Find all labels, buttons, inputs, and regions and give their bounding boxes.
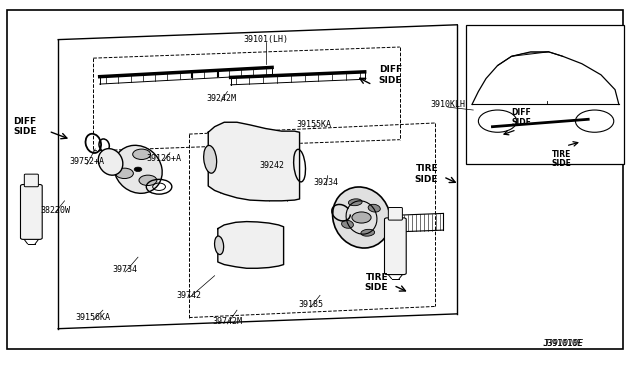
Text: DIFF
SIDE: DIFF SIDE [13,117,36,137]
Ellipse shape [204,145,217,173]
Text: DIFF
SIDE: DIFF SIDE [511,108,531,127]
Text: TIRE
SIDE: TIRE SIDE [415,164,438,184]
Ellipse shape [114,145,162,193]
Text: 38220W: 38220W [40,206,70,215]
Circle shape [352,212,371,223]
Text: 3910KLH: 3910KLH [430,100,465,109]
FancyBboxPatch shape [388,208,403,220]
Text: TIRE
SIDE: TIRE SIDE [552,150,572,169]
Text: 39734: 39734 [113,265,138,274]
Text: 39234: 39234 [314,178,339,187]
Circle shape [132,149,150,160]
Ellipse shape [98,149,123,175]
Ellipse shape [361,229,374,236]
Text: 39126+A: 39126+A [146,154,181,163]
FancyBboxPatch shape [20,185,42,239]
Ellipse shape [214,236,223,254]
Text: J391010E: J391010E [543,339,582,348]
Text: 39742M: 39742M [212,317,243,326]
Text: DIFF
SIDE: DIFF SIDE [379,65,403,84]
Text: 39742: 39742 [177,291,202,300]
Ellipse shape [342,220,353,228]
Text: 39156KA: 39156KA [76,313,111,322]
Polygon shape [218,222,284,268]
FancyBboxPatch shape [385,218,406,275]
Ellipse shape [348,199,362,206]
Circle shape [134,167,142,171]
FancyBboxPatch shape [466,25,624,164]
Text: 39242: 39242 [260,161,285,170]
Circle shape [139,175,157,186]
Circle shape [115,168,133,179]
Text: 39101(LH): 39101(LH) [243,35,288,44]
Ellipse shape [368,204,380,212]
Text: 39242M: 39242M [206,94,236,103]
Text: 39185: 39185 [298,300,323,309]
Text: 39752+A: 39752+A [69,157,104,166]
Text: 39155KA: 39155KA [296,121,331,129]
FancyBboxPatch shape [24,174,38,187]
Text: J391010E: J391010E [543,339,582,348]
Polygon shape [208,122,300,201]
Ellipse shape [333,187,390,248]
Text: TIRE
SIDE: TIRE SIDE [365,273,388,292]
